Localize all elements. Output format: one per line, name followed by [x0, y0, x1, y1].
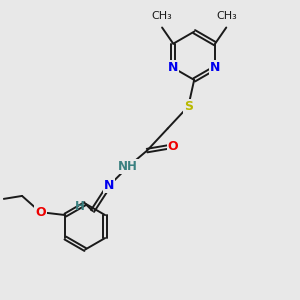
Text: H: H — [75, 200, 85, 213]
Text: S: S — [184, 100, 193, 113]
Text: NH: NH — [118, 160, 138, 173]
Text: CH₃: CH₃ — [216, 11, 237, 21]
Text: N: N — [103, 179, 114, 192]
Text: N: N — [168, 61, 178, 74]
Text: O: O — [168, 140, 178, 153]
Text: CH₃: CH₃ — [152, 11, 172, 21]
Text: N: N — [210, 61, 220, 74]
Text: O: O — [35, 206, 46, 219]
